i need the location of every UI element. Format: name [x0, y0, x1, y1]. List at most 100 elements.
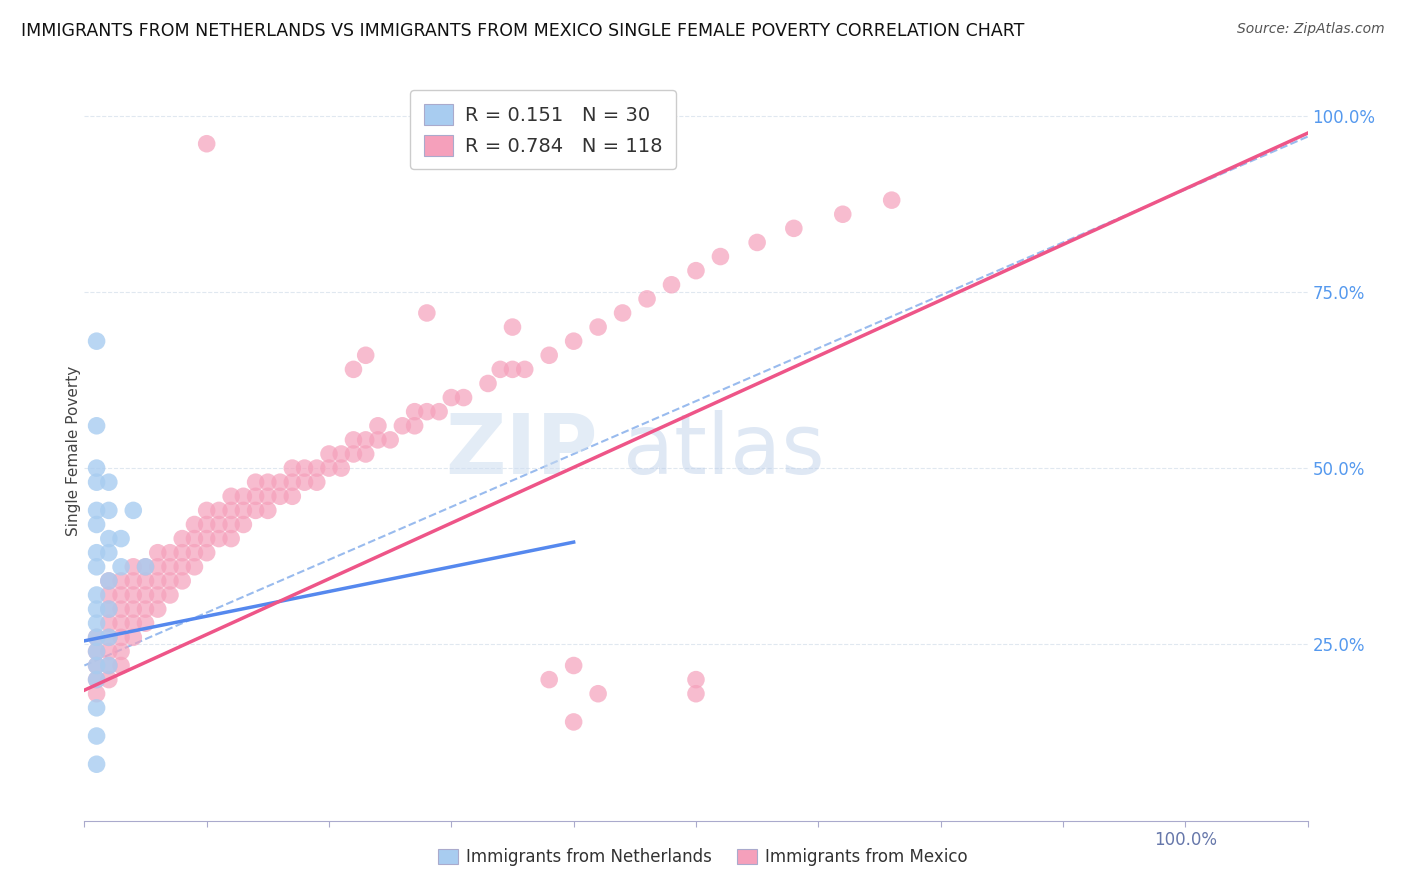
Point: [208, 517, 231, 532]
Point: [880, 193, 903, 207]
Point: [538, 673, 561, 687]
Point: [245, 489, 267, 503]
Point: [354, 447, 377, 461]
Point: [281, 475, 304, 490]
Point: [122, 503, 145, 517]
Point: [219, 503, 242, 517]
Point: [110, 574, 132, 588]
Point: [122, 574, 145, 588]
Point: [97, 574, 120, 588]
Point: [183, 546, 205, 560]
Point: [281, 489, 304, 503]
Point: [97, 546, 120, 560]
Point: [502, 320, 524, 334]
Point: [86, 334, 108, 348]
Point: [86, 630, 108, 644]
Point: [416, 405, 439, 419]
Point: [135, 559, 157, 574]
Point: [86, 673, 108, 687]
Point: [342, 447, 364, 461]
Point: [97, 630, 120, 644]
Point: [195, 136, 218, 151]
Point: [257, 489, 280, 503]
Point: [294, 461, 316, 475]
Point: [219, 489, 242, 503]
Point: [586, 320, 609, 334]
Point: [183, 559, 205, 574]
Point: [86, 644, 108, 658]
Point: [122, 630, 145, 644]
Point: [146, 574, 169, 588]
Point: [86, 588, 108, 602]
Point: [86, 701, 108, 715]
Point: [685, 687, 707, 701]
Point: [97, 616, 120, 631]
Point: [219, 532, 242, 546]
Point: [183, 517, 205, 532]
Point: [232, 503, 254, 517]
Point: [427, 405, 450, 419]
Point: [110, 602, 132, 616]
Point: [135, 616, 157, 631]
Point: [146, 546, 169, 560]
Point: [391, 418, 413, 433]
Point: [232, 517, 254, 532]
Point: [502, 362, 524, 376]
Point: [538, 348, 561, 362]
Point: [122, 559, 145, 574]
Point: [831, 207, 853, 221]
Point: [195, 546, 218, 560]
Point: [146, 588, 169, 602]
Point: [86, 658, 108, 673]
Legend: R = 0.151   N = 30, R = 0.784   N = 118: R = 0.151 N = 30, R = 0.784 N = 118: [411, 90, 676, 169]
Point: [367, 418, 389, 433]
Point: [97, 658, 120, 673]
Point: [159, 574, 181, 588]
Point: [208, 503, 231, 517]
Point: [586, 687, 609, 701]
Point: [97, 588, 120, 602]
Text: Source: ZipAtlas.com: Source: ZipAtlas.com: [1237, 22, 1385, 37]
Point: [135, 559, 157, 574]
Point: [404, 405, 426, 419]
Point: [172, 546, 194, 560]
Point: [257, 503, 280, 517]
Point: [330, 461, 353, 475]
Point: [269, 489, 291, 503]
Point: [294, 475, 316, 490]
Point: [183, 532, 205, 546]
Point: [513, 362, 536, 376]
Point: [404, 418, 426, 433]
Point: [86, 616, 108, 631]
Point: [86, 559, 108, 574]
Point: [354, 433, 377, 447]
Point: [110, 630, 132, 644]
Point: [747, 235, 769, 250]
Point: [86, 757, 108, 772]
Point: [146, 602, 169, 616]
Point: [86, 461, 108, 475]
Point: [86, 602, 108, 616]
Point: [97, 574, 120, 588]
Point: [245, 503, 267, 517]
Point: [159, 546, 181, 560]
Point: [97, 658, 120, 673]
Point: [97, 630, 120, 644]
Point: [636, 292, 658, 306]
Point: [97, 602, 120, 616]
Point: [97, 475, 120, 490]
Point: [661, 277, 683, 292]
Point: [122, 616, 145, 631]
Point: [195, 503, 218, 517]
Point: [146, 559, 169, 574]
Point: [172, 574, 194, 588]
Point: [380, 433, 402, 447]
Point: [135, 602, 157, 616]
Point: [86, 503, 108, 517]
Point: [110, 559, 132, 574]
Point: [159, 588, 181, 602]
Point: [97, 532, 120, 546]
Point: [97, 673, 120, 687]
Point: [86, 673, 108, 687]
Point: [86, 630, 108, 644]
